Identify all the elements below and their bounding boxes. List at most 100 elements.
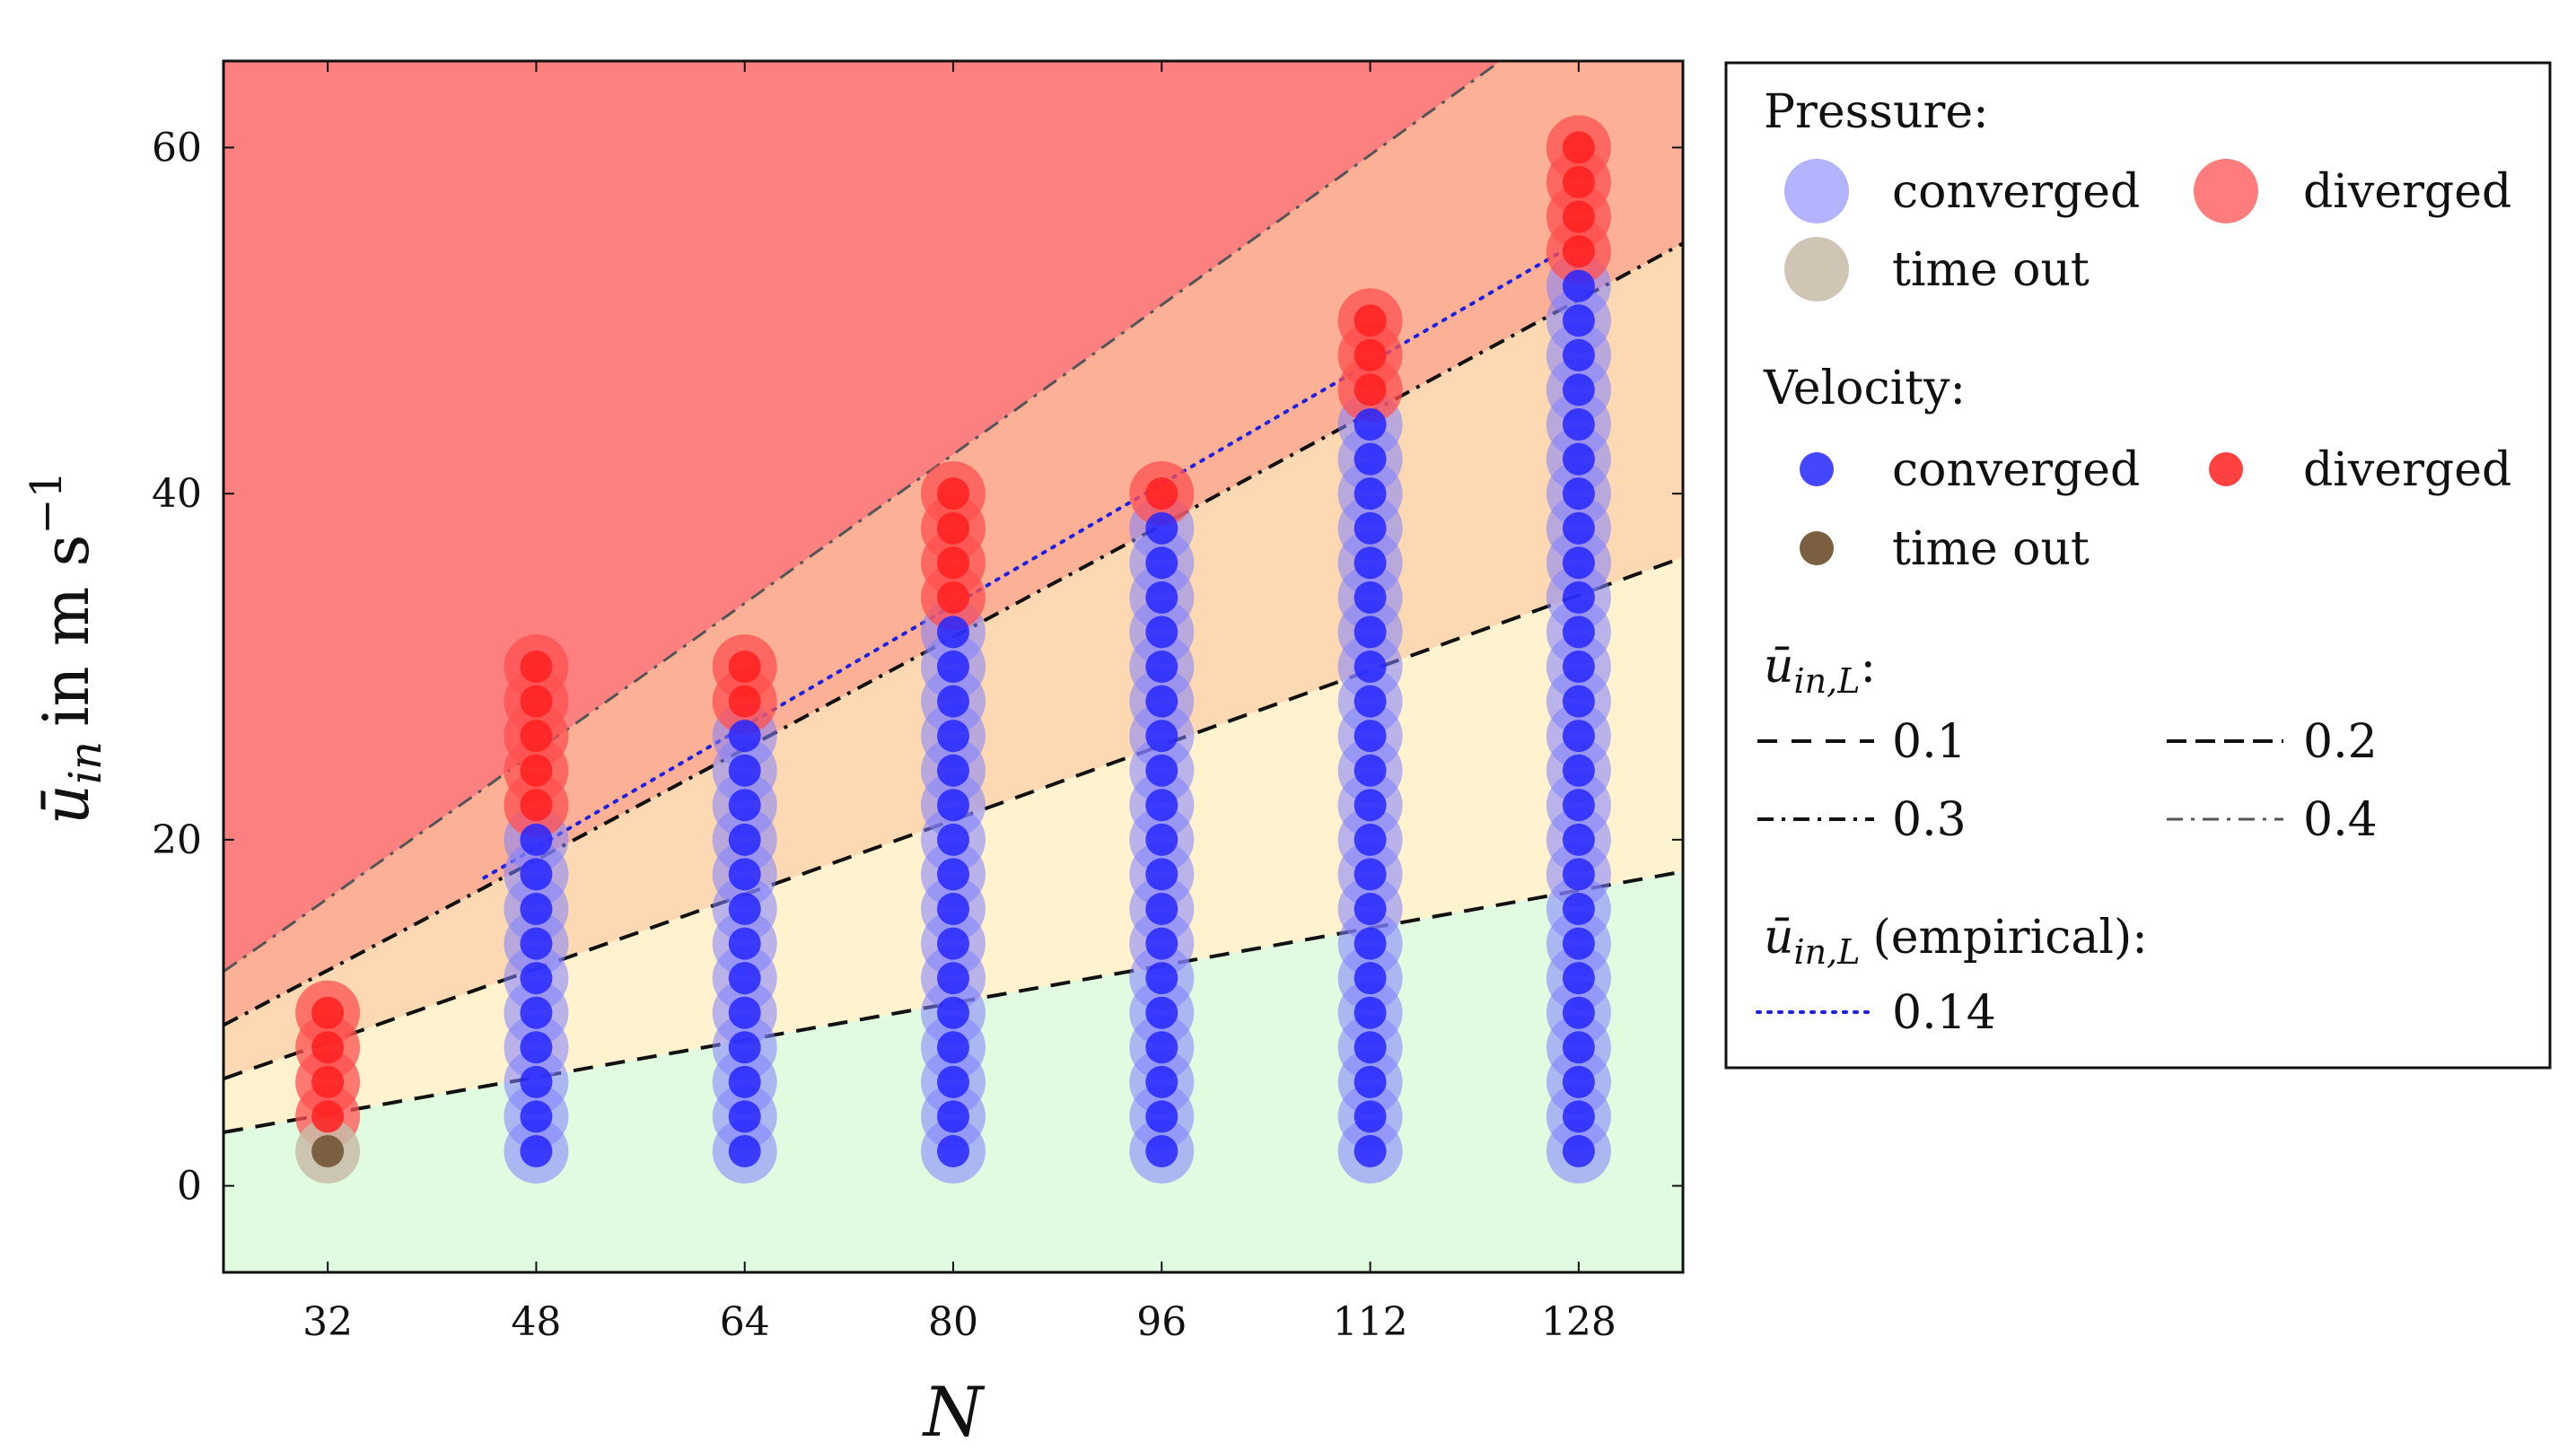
velocity-converged-point xyxy=(1145,996,1178,1029)
legend-empirical-heading: ūin,L (empirical): xyxy=(1764,911,2148,972)
legend-empirical-label: 0.14 xyxy=(1892,986,1996,1040)
velocity-converged-point xyxy=(1145,720,1178,753)
velocity-converged-point xyxy=(1562,754,1595,787)
velocity-diverged-point xyxy=(311,996,345,1029)
velocity-converged-point xyxy=(1145,962,1178,995)
velocity-converged-point xyxy=(1354,581,1387,614)
y-label-symbol: ū xyxy=(30,784,103,825)
x-tick-label: 64 xyxy=(720,1299,770,1345)
velocity-converged-point xyxy=(1354,1031,1387,1064)
velocity-converged-point xyxy=(1145,823,1178,856)
legend-velocity-diverged-marker xyxy=(2209,452,2243,486)
velocity-converged-point xyxy=(1562,511,1595,545)
velocity-converged-point xyxy=(1354,858,1387,891)
velocity-converged-point xyxy=(1354,962,1387,995)
velocity-converged-point xyxy=(728,720,761,753)
velocity-converged-point xyxy=(1562,408,1595,441)
x-tick-label: 128 xyxy=(1541,1299,1617,1345)
velocity-converged-point xyxy=(1354,1100,1387,1133)
velocity-markers xyxy=(311,131,1595,1167)
velocity-converged-point xyxy=(1145,511,1178,545)
velocity-converged-point xyxy=(1145,858,1178,891)
legend-box xyxy=(1724,61,2552,1070)
x-tick-label: 48 xyxy=(511,1299,561,1345)
velocity-converged-point xyxy=(1145,754,1178,787)
velocity-converged-point xyxy=(728,893,761,925)
velocity-converged-point xyxy=(1562,789,1595,822)
velocity-converged-point xyxy=(937,927,969,960)
velocity-converged-point xyxy=(520,996,553,1029)
velocity-converged-point xyxy=(1145,616,1178,649)
velocity-converged-point xyxy=(1354,616,1387,649)
velocity-diverged-point xyxy=(520,651,553,683)
axis-ticks: 32 48 64 80 96 112 128 0 20 40 60 xyxy=(152,61,1683,1345)
legend-pressure-heading: Pressure: xyxy=(1764,85,1989,139)
velocity-diverged-point xyxy=(520,720,553,753)
legend-pressure-timeout-label: time out xyxy=(1892,243,2090,297)
legend-pressure-diverged-marker xyxy=(2194,159,2258,223)
velocity-converged-point xyxy=(937,685,969,718)
velocity-converged-point xyxy=(1145,789,1178,822)
velocity-converged-point xyxy=(1562,477,1595,511)
velocity-converged-point xyxy=(520,962,553,995)
empirical-line-0.14 xyxy=(482,231,1594,880)
velocity-converged-point xyxy=(1354,408,1387,441)
velocity-converged-point xyxy=(1562,338,1595,371)
velocity-converged-point xyxy=(937,823,969,856)
velocity-converged-point xyxy=(1562,1031,1595,1064)
velocity-converged-point xyxy=(1562,1100,1595,1133)
legend: Pressure: converged diverged time out Ve… xyxy=(1724,61,2552,1070)
velocity-converged-point xyxy=(937,858,969,891)
velocity-diverged-point xyxy=(520,685,553,718)
velocity-converged-point xyxy=(1354,754,1387,787)
velocity-converged-point xyxy=(1145,1065,1178,1098)
velocity-converged-point xyxy=(1562,823,1595,856)
velocity-converged-point xyxy=(937,616,969,649)
y-tick-label: 20 xyxy=(152,817,202,863)
legend-pressure-converged-label: converged xyxy=(1892,165,2140,219)
legend-velocity-diverged-label: diverged xyxy=(2303,443,2511,497)
y-label-unit: in m s xyxy=(30,535,103,727)
velocity-converged-point xyxy=(1562,893,1595,925)
velocity-converged-point xyxy=(937,1031,969,1064)
velocity-converged-point xyxy=(1354,927,1387,960)
velocity-diverged-point xyxy=(937,546,969,580)
velocity-converged-point xyxy=(1145,546,1178,580)
velocity-converged-point xyxy=(1562,581,1595,614)
velocity-converged-point xyxy=(1562,546,1595,580)
legend-pressure-diverged-label: diverged xyxy=(2303,165,2511,219)
velocity-converged-point xyxy=(1145,1135,1178,1167)
velocity-converged-point xyxy=(520,1100,553,1133)
velocity-converged-point xyxy=(520,1135,553,1167)
velocity-converged-point xyxy=(1145,581,1178,614)
velocity-converged-point xyxy=(728,1135,761,1167)
velocity-diverged-point xyxy=(311,1100,345,1133)
velocity-converged-point xyxy=(728,823,761,856)
velocity-converged-point xyxy=(1145,1031,1178,1064)
velocity-converged-point xyxy=(1562,1135,1595,1167)
velocity-converged-point xyxy=(728,927,761,960)
y-tick-label: 40 xyxy=(152,471,202,517)
legend-velocity-converged-label: converged xyxy=(1892,443,2140,497)
legend-line-0.3-label: 0.3 xyxy=(1892,793,1967,847)
velocity-converged-point xyxy=(1562,996,1595,1029)
velocity-converged-point xyxy=(1354,893,1387,925)
velocity-diverged-point xyxy=(520,754,553,787)
velocity-diverged-point xyxy=(311,1031,345,1064)
velocity-converged-point xyxy=(1562,269,1595,302)
velocity-converged-point xyxy=(728,1065,761,1098)
velocity-converged-point xyxy=(520,893,553,925)
velocity-converged-point xyxy=(937,962,969,995)
x-tick-label: 32 xyxy=(302,1299,353,1345)
velocity-converged-point xyxy=(1354,823,1387,856)
legend-pressure-converged-marker xyxy=(1784,159,1849,223)
velocity-converged-point xyxy=(1354,1065,1387,1098)
legend-velocity-converged-marker xyxy=(1800,452,1834,486)
velocity-diverged-point xyxy=(1145,477,1178,511)
velocity-converged-point xyxy=(1354,442,1387,476)
velocity-converged-point xyxy=(1354,720,1387,753)
velocity-converged-point xyxy=(1562,616,1595,649)
velocity-diverged-point xyxy=(1562,131,1595,164)
velocity-converged-point xyxy=(937,754,969,787)
